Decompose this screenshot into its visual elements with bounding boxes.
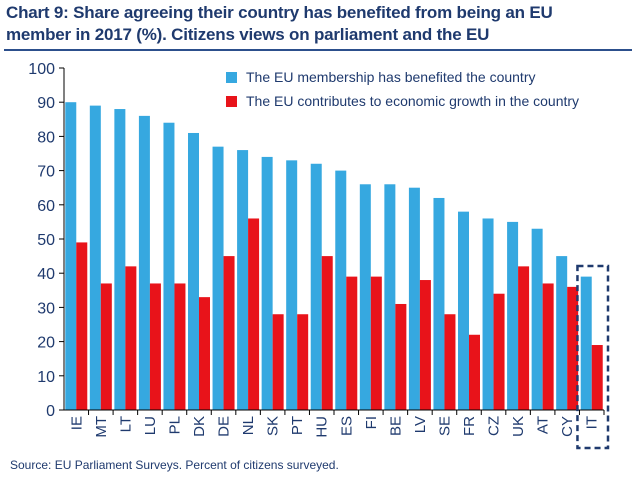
x-axis: IE MT LT LU PL DK DE NL SK PT HU ES FI BE LV SE FR CZ UK AT… (64, 409, 605, 438)
y-tick-label: 0 (46, 403, 55, 420)
x-tick-label: LV (412, 416, 429, 433)
x-tick-label: CY (559, 416, 576, 437)
x-tick-label: FI (363, 416, 380, 429)
y-tick-label: 80 (37, 129, 55, 146)
bar-benefited-LU (138, 115, 150, 410)
bar-benefited-IT (580, 276, 592, 410)
y-tick-label: 50 (37, 232, 55, 249)
y-tick-label: 90 (37, 95, 55, 112)
x-tick-label: DK (191, 416, 208, 437)
x-tick-label: NL (240, 416, 257, 435)
bar-growth-LT (125, 266, 137, 410)
x-tick-label: IT (584, 416, 601, 429)
bar-growth-AT (542, 283, 554, 410)
x-tick-label: SE (436, 416, 453, 436)
legend-swatch-1 (226, 72, 237, 83)
x-tick-label: UK (510, 416, 527, 437)
bar-growth-MT (100, 283, 112, 410)
x-tick-label: PL (166, 416, 183, 434)
y-tick-label: 40 (37, 266, 55, 283)
y-tick-label: 70 (37, 164, 55, 181)
bar-benefited-SE (433, 197, 445, 410)
bar-growth-PT (297, 314, 309, 410)
bar-benefited-MT (89, 105, 101, 411)
bar-growth-FR (469, 334, 480, 410)
bar-benefited-LT (114, 109, 126, 410)
bar-growth-IE (76, 242, 88, 410)
bar-benefited-DE (212, 146, 224, 410)
bar-benefited-ES (335, 170, 347, 410)
legend-swatch-2 (226, 96, 237, 107)
x-tick-label: LU (142, 416, 159, 435)
bars (65, 102, 603, 411)
x-tick-label: SK (265, 416, 282, 436)
legend-label-1: The EU membership has benefited the coun… (246, 69, 536, 85)
bar-growth-SK (272, 314, 284, 410)
x-tick-label: HU (314, 416, 331, 438)
bar-benefited-CZ (482, 218, 494, 410)
bar-benefited-HU (310, 163, 322, 410)
y-tick-label: 10 (37, 369, 55, 386)
y-axis: 0 10 20 30 40 50 60 70 80 90 100 (28, 61, 65, 420)
bar-growth-DK (199, 297, 210, 410)
bar-growth-LV (419, 280, 431, 410)
bar-growth-CZ (493, 293, 505, 410)
bar-growth-UK (518, 266, 530, 410)
chart-title: Chart 9: Share agreeing their country ha… (6, 2, 630, 46)
x-tick-label: CZ (486, 416, 503, 436)
bar-benefited-PL (163, 122, 175, 410)
x-tick-label: FR (461, 416, 478, 436)
bar-benefited-NL (237, 150, 249, 410)
x-tick-label: LT (117, 416, 134, 432)
legend-label-2: The EU contributes to economic growth in… (246, 93, 579, 109)
bar-benefited-DK (188, 132, 199, 411)
bar-benefited-FR (458, 211, 469, 410)
source-note: Source: EU Parliament Surveys. Percent o… (10, 458, 339, 472)
bar-growth-ES (346, 276, 358, 410)
x-tick-label: PT (289, 416, 306, 435)
x-tick-label: DE (216, 416, 233, 437)
y-tick-label: 60 (37, 198, 55, 215)
bar-growth-CY (567, 286, 579, 410)
bar-growth-SE (444, 314, 456, 410)
x-tick-label: IE (68, 416, 85, 430)
bar-growth-FI (370, 276, 382, 410)
y-tick-label: 30 (37, 300, 55, 317)
bar-benefited-AT (531, 228, 543, 410)
title-divider (4, 49, 632, 51)
highlight-dashed-box (576, 264, 610, 450)
bar-benefited-FI (359, 184, 371, 410)
bar-growth-NL (248, 218, 260, 410)
x-tick-label: MT (93, 416, 110, 438)
title-line-1: Chart 9: Share agreeing their country ha… (6, 3, 553, 22)
bar-benefited-UK (507, 221, 519, 410)
bar-growth-PL (174, 283, 186, 410)
bar-growth-IT (591, 345, 603, 410)
bar-benefited-CY (556, 256, 568, 410)
bar-growth-LU (149, 283, 161, 410)
bar-benefited-BE (384, 184, 396, 410)
bar-growth-BE (395, 303, 407, 410)
bar-benefited-PT (286, 160, 298, 410)
x-tick-label: ES (338, 416, 355, 436)
bar-benefited-IE (65, 102, 77, 410)
bar-benefited-LV (408, 187, 420, 410)
y-tick-label: 100 (28, 61, 55, 78)
bar-benefited-SK (261, 156, 273, 410)
bar-growth-HU (321, 256, 333, 410)
highlight-box (576, 264, 610, 450)
bar-growth-DE (223, 256, 235, 410)
x-tick-label: BE (387, 416, 404, 436)
y-tick-label: 20 (37, 335, 55, 352)
title-line-2: member in 2017 (%). Citizens views on pa… (6, 25, 490, 44)
x-tick-label: AT (535, 416, 552, 434)
legend: The EU membership has benefited the coun… (226, 69, 579, 109)
